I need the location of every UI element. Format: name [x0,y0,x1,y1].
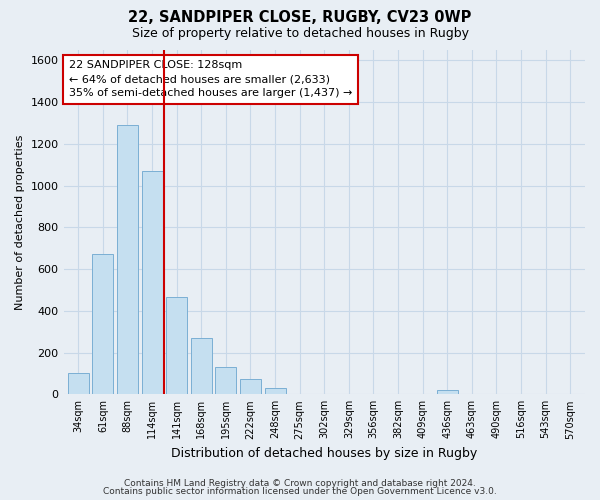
Text: 22 SANDPIPER CLOSE: 128sqm
← 64% of detached houses are smaller (2,633)
35% of s: 22 SANDPIPER CLOSE: 128sqm ← 64% of deta… [69,60,352,98]
Bar [68,374,89,394]
Bar [240,378,261,394]
X-axis label: Distribution of detached houses by size in Rugby: Distribution of detached houses by size … [171,447,478,460]
Bar [117,125,138,394]
Y-axis label: Number of detached properties: Number of detached properties [15,134,25,310]
Text: 22, SANDPIPER CLOSE, RUGBY, CV23 0WP: 22, SANDPIPER CLOSE, RUGBY, CV23 0WP [128,10,472,25]
Text: Size of property relative to detached houses in Rugby: Size of property relative to detached ho… [131,28,469,40]
Text: Contains HM Land Registry data © Crown copyright and database right 2024.: Contains HM Land Registry data © Crown c… [124,478,476,488]
Bar [142,171,163,394]
Bar [191,338,212,394]
Bar [166,298,187,394]
Text: Contains public sector information licensed under the Open Government Licence v3: Contains public sector information licen… [103,487,497,496]
Bar [92,254,113,394]
Bar [215,367,236,394]
Bar [265,388,286,394]
Bar [437,390,458,394]
